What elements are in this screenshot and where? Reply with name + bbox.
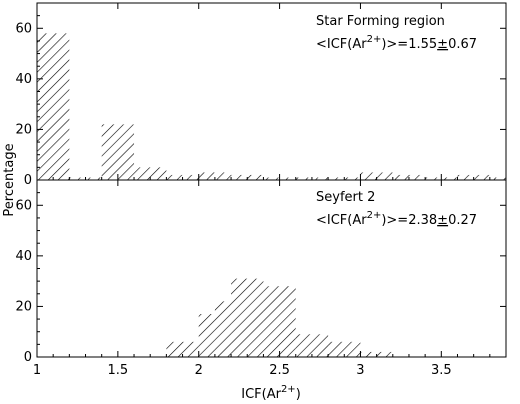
bottom-bar: [214, 301, 232, 357]
top-bar: [489, 177, 506, 180]
top-y-tick-label: 40: [15, 72, 32, 87]
y-axis-label: Percentage: [2, 143, 17, 216]
bottom-histogram-bars: [166, 278, 393, 357]
bottom-plot-frame: [36, 179, 507, 358]
bottom-y-tick-label: 60: [15, 198, 32, 213]
x-axis-label: ICF(Ar2+): [241, 384, 301, 402]
bottom-annotation-title: Seyfert 2: [316, 190, 375, 205]
bottom-x-ticks: 1 1.5 2 2.5 3 3.5: [33, 180, 507, 378]
x-tick-label: 2.5: [269, 363, 290, 378]
bottom-y-tick-label: 40: [15, 249, 32, 264]
top-bar: [360, 172, 393, 180]
top-bar: [198, 172, 232, 180]
top-bar: [134, 167, 167, 180]
top-y-tick-label: 60: [15, 21, 32, 36]
x-tick-label: 1.5: [108, 363, 129, 378]
bottom-y-tick-label: 0: [24, 350, 32, 365]
bottom-bar: [295, 334, 329, 357]
bottom-panel: 0 20 40 60 1 1.5 2 2.5 3 3.5 Seyfert 2 <ICF(Ar2+…: [15, 179, 507, 378]
top-annotation-stat: <ICF(Ar2+)>=1.55±0.67: [316, 34, 477, 52]
x-tick-label: 2: [195, 363, 203, 378]
top-panel: 0 20 40 60 Star Forming region <ICF(Ar2+)>=…: [15, 2, 507, 188]
top-y-tick-label: 0: [24, 173, 32, 188]
x-tick-label: 1: [33, 363, 41, 378]
x-tick-label: 3: [356, 363, 364, 378]
bottom-annotation-stat: <ICF(Ar2+)>=2.38±0.27: [316, 210, 477, 228]
bottom-bar: [166, 341, 199, 357]
top-histogram-bars: [37, 33, 506, 181]
bottom-bar: [328, 341, 361, 357]
top-bar: [37, 33, 70, 181]
bottom-y-ticks: 0 20 40 60: [15, 192, 506, 365]
bottom-bar: [231, 278, 264, 357]
bottom-y-tick-label: 20: [15, 299, 32, 314]
x-tick-label: 3.5: [431, 363, 452, 378]
top-y-tick-label: 20: [15, 122, 32, 137]
top-annotation-title: Star Forming region: [316, 14, 445, 29]
bottom-bar: [198, 314, 215, 357]
bottom-bar: [263, 286, 296, 357]
top-bar: [101, 124, 135, 180]
top-y-ticks: 0 20 40 60: [15, 15, 506, 188]
